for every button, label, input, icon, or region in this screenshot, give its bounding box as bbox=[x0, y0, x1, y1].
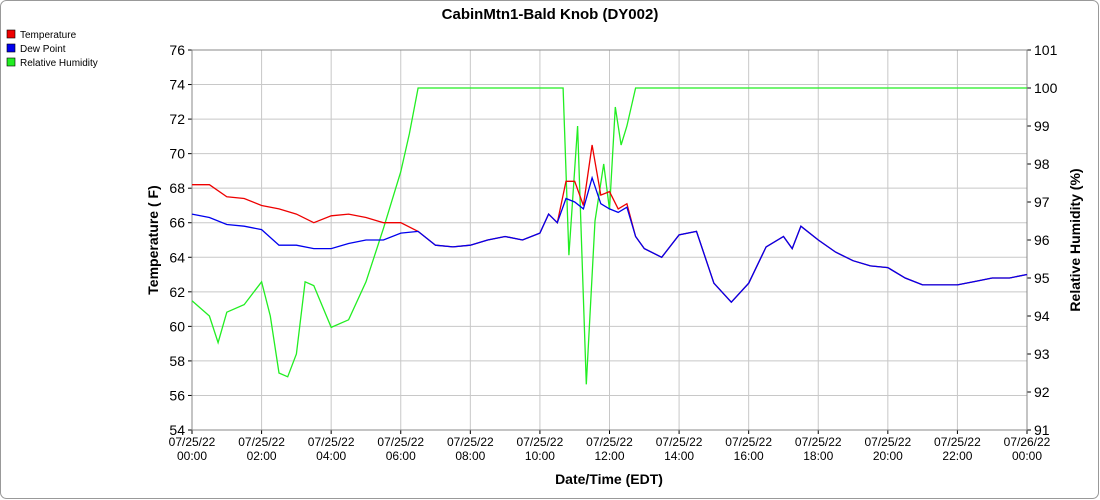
legend-label: Temperature bbox=[20, 30, 77, 41]
y-tick-label: 68 bbox=[169, 180, 185, 196]
legend-label: Relative Humidity bbox=[20, 58, 98, 69]
chart-title: CabinMtn1-Bald Knob (DY002) bbox=[442, 6, 659, 23]
y-tick-label: 54 bbox=[169, 422, 185, 438]
y2-axis-label: Relative Humidity (%) bbox=[1067, 168, 1083, 311]
y-tick-label: 72 bbox=[169, 111, 185, 127]
x-tick-label: 07/25/22 04:00 bbox=[308, 435, 355, 463]
y2-tick-label: 99 bbox=[1034, 118, 1050, 134]
x-tick-label: 07/26/22 00:00 bbox=[1004, 435, 1051, 463]
x-tick-label: 07/25/22 14:00 bbox=[656, 435, 703, 463]
y-tick-label: 62 bbox=[169, 284, 185, 300]
y2-tick-label: 94 bbox=[1034, 308, 1050, 324]
x-tick-label: 07/25/22 18:00 bbox=[795, 435, 842, 463]
y2-tick-label: 101 bbox=[1034, 42, 1058, 58]
y2-tick-label: 96 bbox=[1034, 232, 1050, 248]
x-tick-label: 07/25/22 16:00 bbox=[725, 435, 772, 463]
y2-tick-label: 93 bbox=[1034, 346, 1050, 362]
x-tick-label: 07/25/22 06:00 bbox=[377, 435, 424, 463]
x-tick-label: 07/25/22 02:00 bbox=[238, 435, 285, 463]
y-tick-label: 58 bbox=[169, 353, 185, 369]
plot-border bbox=[191, 49, 1028, 431]
x-axis-label: Date/Time (EDT) bbox=[555, 471, 663, 487]
y-tick-label: 76 bbox=[169, 42, 185, 58]
legend-label: Dew Point bbox=[20, 44, 66, 55]
y2-tick-label: 92 bbox=[1034, 384, 1050, 400]
x-tick-label: 07/25/22 20:00 bbox=[864, 435, 911, 463]
data-line bbox=[191, 175, 1028, 304]
legend-swatch bbox=[6, 57, 16, 67]
y-tick-label: 60 bbox=[169, 318, 185, 334]
y2-tick-label: 100 bbox=[1034, 80, 1058, 96]
legend-swatch bbox=[6, 29, 16, 39]
y2-tick-label: 91 bbox=[1034, 422, 1050, 438]
y-tick-label: 56 bbox=[169, 387, 185, 403]
y2-tick-label: 95 bbox=[1034, 270, 1050, 286]
y2-tick-label: 97 bbox=[1034, 194, 1050, 210]
x-tick-label: 07/25/22 12:00 bbox=[586, 435, 633, 463]
x-tick-label: 07/25/22 08:00 bbox=[447, 435, 494, 463]
y2-tick-label: 98 bbox=[1034, 156, 1050, 172]
legend-swatch bbox=[6, 43, 16, 53]
x-tick-label: 07/25/22 22:00 bbox=[934, 435, 981, 463]
x-tick-label: 07/25/22 00:00 bbox=[169, 435, 216, 463]
y-tick-label: 66 bbox=[169, 215, 185, 231]
y-tick-label: 70 bbox=[169, 146, 185, 162]
y-tick-label: 74 bbox=[169, 77, 185, 93]
x-tick-label: 07/25/22 10:00 bbox=[517, 435, 564, 463]
y-axis-label: Temperature ( F) bbox=[145, 185, 161, 294]
y-tick-label: 64 bbox=[169, 249, 185, 265]
